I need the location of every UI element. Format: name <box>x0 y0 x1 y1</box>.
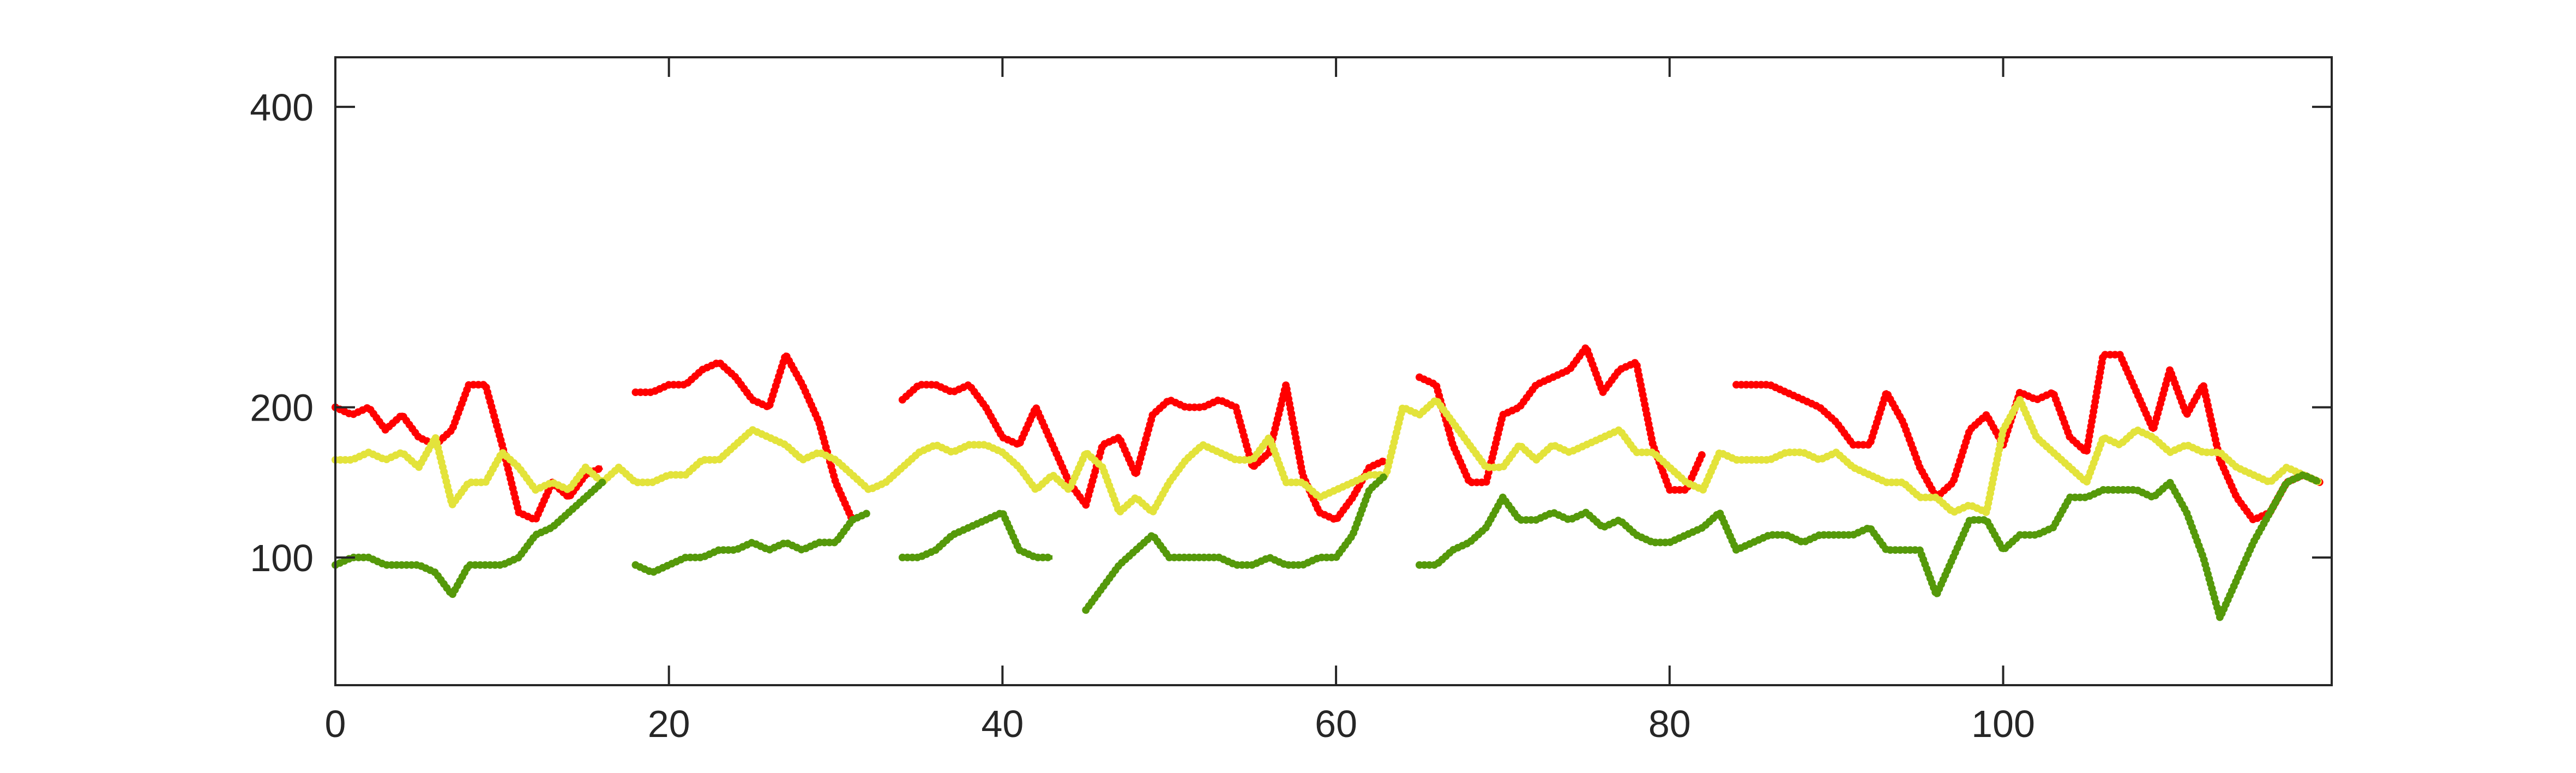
axes-box <box>334 56 2333 686</box>
y-tick-label: 100 <box>250 537 314 579</box>
y-tick-label: 200 <box>250 387 314 429</box>
x-tick-label: 20 <box>648 703 690 745</box>
x-tick-label: 80 <box>1648 703 1691 745</box>
plot-area <box>335 57 2332 685</box>
x-tick-label: 100 <box>1971 703 2035 745</box>
x-tick-label: 60 <box>1315 703 1357 745</box>
x-tick-label: 0 <box>325 703 346 745</box>
data-line-core <box>334 472 2321 620</box>
x-tick-label: 40 <box>981 703 1024 745</box>
data-line-core <box>335 397 2321 515</box>
y-tick-label: 400 <box>250 86 314 129</box>
data-line-core <box>334 345 2321 523</box>
